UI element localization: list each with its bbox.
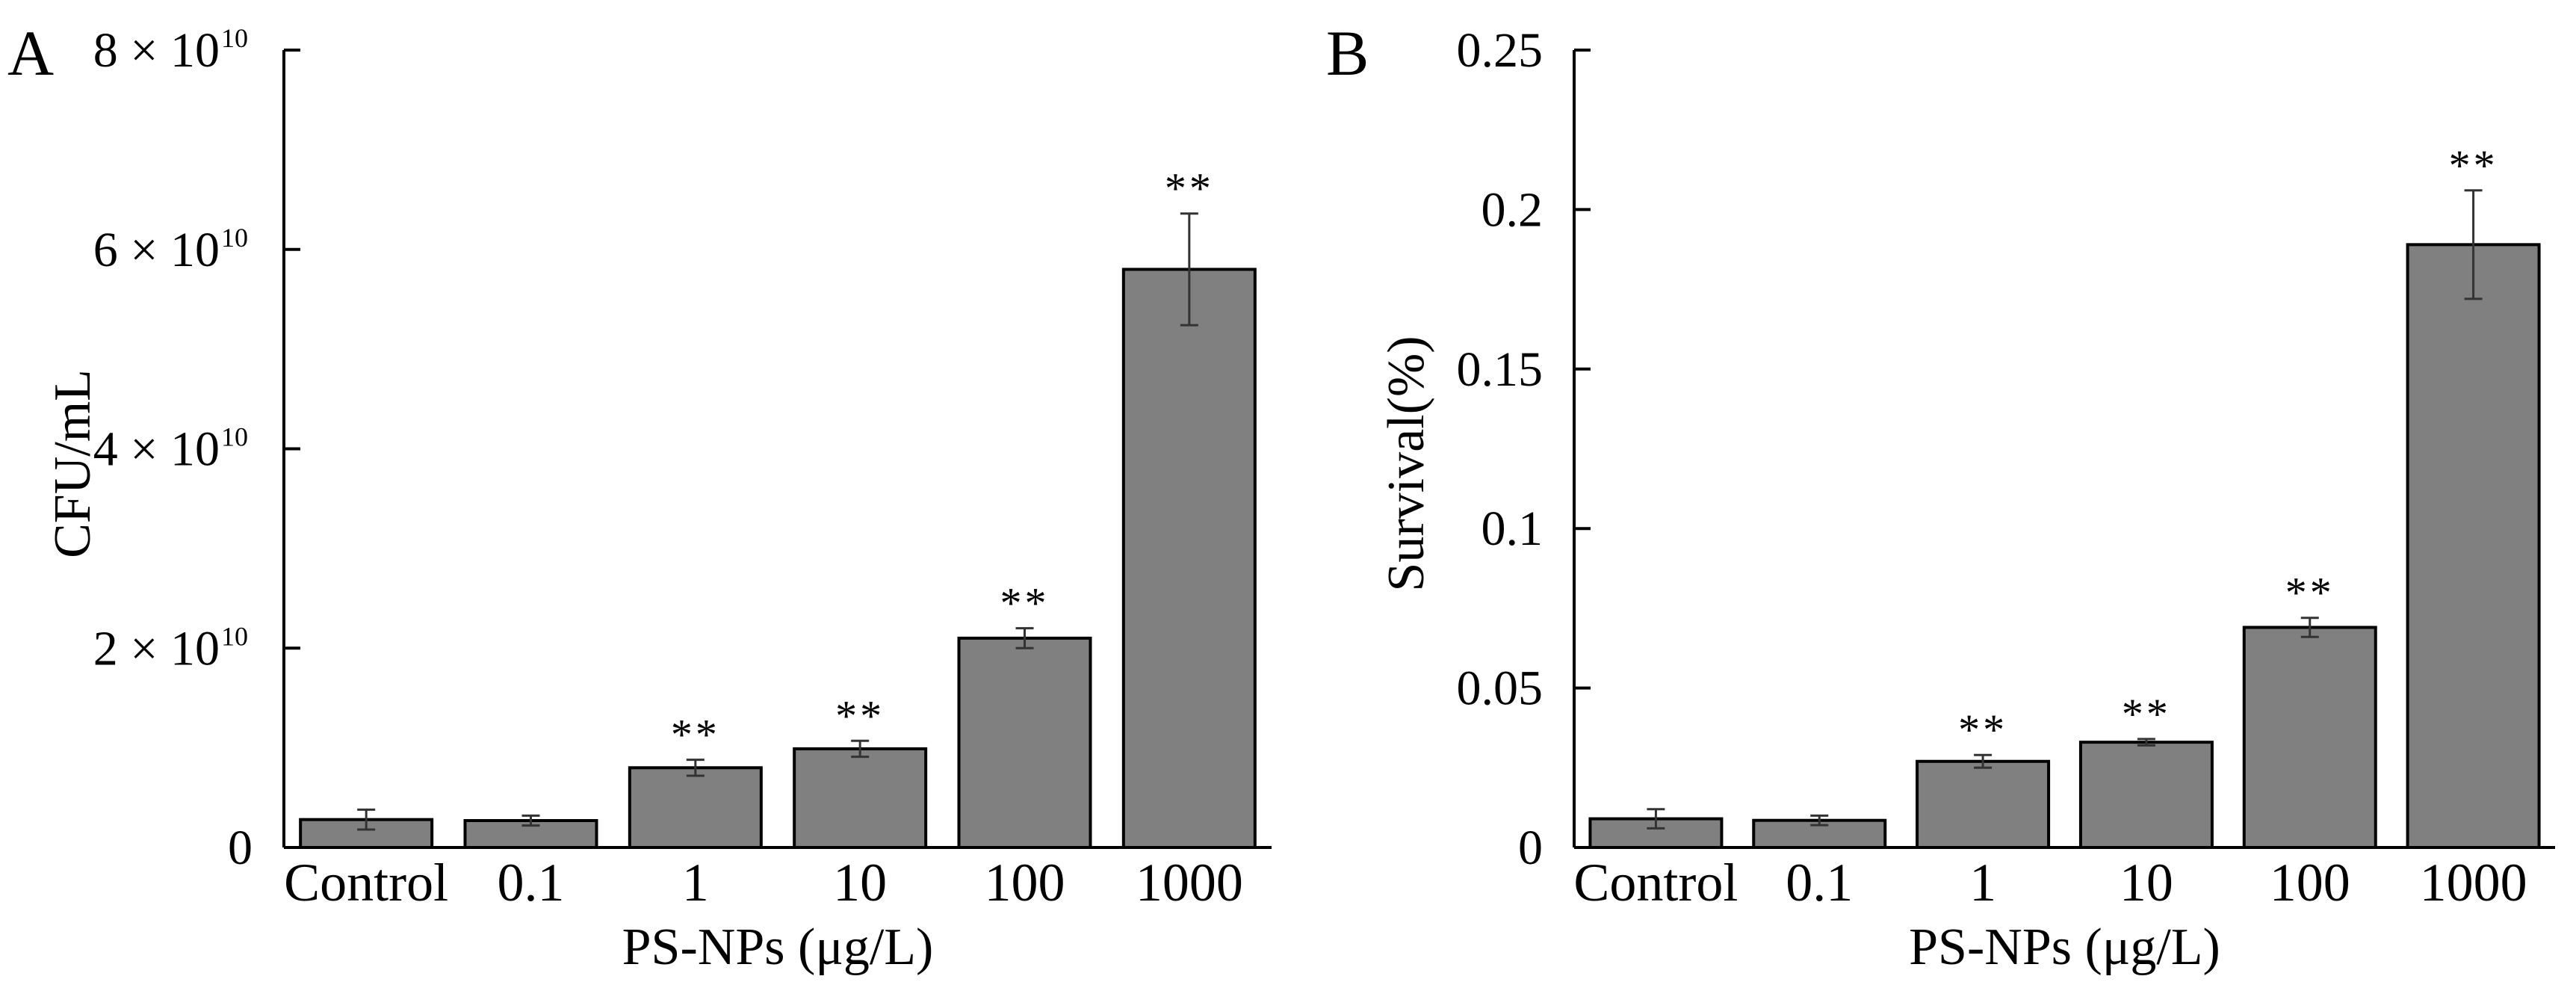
panel-a-bar — [957, 636, 1092, 849]
panel-a-y-tick-exponent: 10 — [221, 621, 248, 651]
panel-b-y-tick-label: 0.25 — [1457, 23, 1544, 78]
panel-a-bar — [1121, 268, 1257, 849]
panel-a-bar — [628, 766, 763, 850]
panel-a-chart: A02 × 10 104 × 10 106 × 10 108 × 10 10Contro… — [7, 17, 1272, 976]
panel-b-bar — [1916, 759, 2051, 849]
panel-a-y-tick-exponent: 10 — [221, 223, 248, 253]
panel-b-y-tick-label: 0 — [1518, 821, 1543, 875]
panel-b-x-category-label: 1 — [1969, 853, 1996, 912]
panel-b-bar — [2406, 243, 2541, 849]
panel-b-y-tick-label: 0.2 — [1481, 182, 1544, 237]
panel-a-y-tick-label: 0 — [228, 821, 253, 875]
panel-b-significance-label: ** — [2122, 690, 2171, 738]
panel-b-x-category-label: 100 — [2270, 853, 2350, 912]
panel-a-significance-label: ** — [671, 711, 720, 759]
panel-b-bar — [2078, 741, 2214, 849]
panel-a-x-axis-title: PS-NPs (μg/L) — [622, 918, 934, 976]
panel-a-x-category-label: Control — [284, 853, 448, 912]
panel-b-significance-label: ** — [2449, 141, 2498, 190]
panel-b-y-tick-label: 0.15 — [1457, 342, 1544, 397]
panel-a-significance-label: ** — [835, 691, 885, 740]
panel-a-y-tick-label: 2 × 10 — [93, 621, 220, 676]
panel-b-x-category-label: 1000 — [2420, 853, 2527, 912]
panel-a-y-tick-exponent: 10 — [221, 23, 248, 53]
panel-b-significance-label: ** — [2285, 569, 2335, 617]
panel-b-x-axis-title: PS-NPs (μg/L) — [1909, 918, 2220, 976]
panel-b-chart: B 0 0.05 0.1 0.15 0.2 0.25 Control 0.1 ** 1 ** 10 ** 1… — [1326, 17, 2555, 976]
panel-a-x-category-label: 10 — [833, 853, 887, 912]
panel-a-significance-label: ** — [1165, 164, 1214, 213]
panel-a-y-tick-label: 4 × 10 — [93, 422, 220, 477]
panel-a-bar — [793, 747, 928, 849]
panel-b-x-category-label: 0.1 — [1786, 853, 1853, 912]
panel-b-bar — [2242, 626, 2377, 849]
panel-a-y-axis-title: CFU/mL — [44, 369, 102, 558]
panel-b-x-category-label: Control — [1573, 853, 1738, 912]
panel-b-significance-label: ** — [1958, 705, 2007, 754]
panel-b-y-tick-label: 0.1 — [1481, 501, 1544, 556]
panel-a-x-category-label: 0.1 — [498, 853, 565, 912]
panel-a-significance-label: ** — [1000, 579, 1050, 628]
panel-b-y-tick-label: 0.05 — [1457, 661, 1544, 716]
panel-b-letter: B — [1326, 17, 1369, 89]
panel-a-y-tick-label: 6 × 10 — [93, 223, 220, 277]
panel-a-y-tick-label: 8 × 10 — [93, 23, 220, 78]
panel-a-x-category-label: 1 — [682, 853, 709, 912]
panel-b-y-axis-title: Survival(%) — [1378, 336, 1435, 591]
panel-b-bar — [1752, 818, 1887, 850]
panel-a-x-category-label: 1000 — [1136, 853, 1243, 912]
panel-a-letter: A — [7, 17, 54, 89]
panel-b-x-category-label: 10 — [2120, 853, 2173, 912]
panel-a-x-category-label: 100 — [985, 853, 1065, 912]
panel-a-y-tick-exponent: 10 — [221, 422, 248, 452]
